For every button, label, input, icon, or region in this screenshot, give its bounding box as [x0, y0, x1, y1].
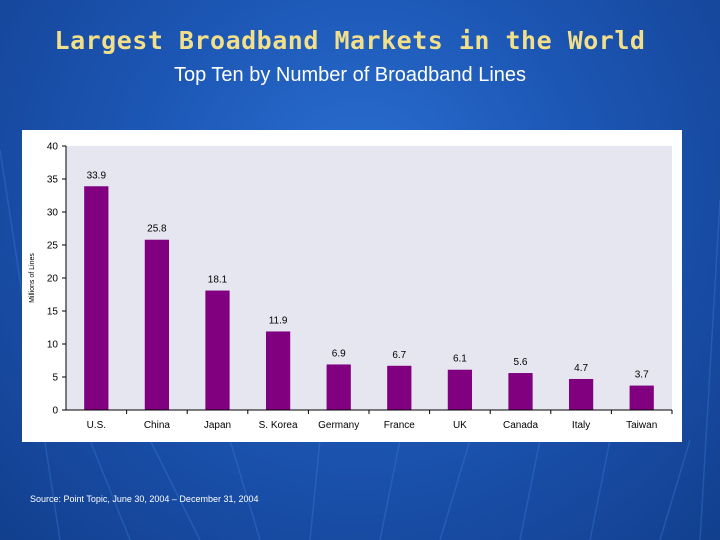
x-tick-label: Canada: [503, 420, 538, 431]
bar-u-s: [84, 186, 109, 410]
data-label: 6.9: [332, 348, 346, 359]
data-label: 6.7: [392, 350, 406, 361]
y-tick-label: 5: [52, 373, 58, 384]
y-tick-label: 15: [47, 307, 59, 318]
source-note: Source: Point Topic, June 30, 2004 – Dec…: [30, 494, 259, 504]
x-tick-label: Japan: [204, 420, 231, 431]
x-tick-label: U.S.: [87, 420, 106, 431]
y-tick-label: 30: [47, 208, 59, 219]
data-label: 33.9: [87, 170, 107, 181]
bar-canada: [508, 373, 533, 410]
bar-taiwan: [629, 385, 654, 410]
y-tick-label: 40: [47, 142, 59, 153]
data-label: 4.7: [574, 363, 588, 374]
slide-title: Largest Broadband Markets in the World: [54, 26, 646, 55]
y-tick-label: 35: [47, 175, 59, 186]
x-tick-label: Italy: [572, 420, 590, 431]
bar-uk: [447, 369, 473, 410]
bar-chart: 33.9 U.S. 25.8 China 18.1 Japan 11.9 S. Korea 6.…: [29, 142, 673, 431]
x-tick-label: Germany: [318, 420, 359, 431]
bar-china: [144, 239, 170, 410]
bar-s-korea: [265, 331, 291, 410]
chart-panel: 33.9 U.S. 25.8 China 18.1 Japan 11.9 S. Korea 6.…: [22, 130, 682, 442]
x-tick-label: China: [144, 420, 171, 431]
x-tick-label: S. Korea: [259, 420, 298, 431]
y-axis-label: Millions of Lines: [29, 253, 36, 303]
y-tick-label: 0: [52, 406, 58, 417]
data-label: 25.8: [147, 224, 167, 235]
data-label: 6.1: [453, 354, 467, 365]
bar-germany: [326, 364, 351, 410]
x-tick-label: Taiwan: [626, 420, 657, 431]
y-tick-label: 10: [47, 340, 59, 351]
y-tick-label: 20: [47, 274, 59, 285]
bar-italy: [568, 378, 594, 410]
data-label: 18.1: [208, 275, 228, 286]
bar-france: [387, 365, 412, 410]
data-label: 11.9: [269, 315, 288, 326]
data-label: 3.7: [635, 370, 649, 381]
slide-subtitle: Top Ten by Number of Broadband Lines: [173, 64, 527, 86]
x-tick-label: France: [384, 420, 416, 431]
y-tick-label: 25: [47, 241, 59, 252]
data-label: 5.6: [514, 357, 528, 368]
bar-japan: [205, 290, 230, 410]
x-tick-label: UK: [453, 420, 467, 431]
